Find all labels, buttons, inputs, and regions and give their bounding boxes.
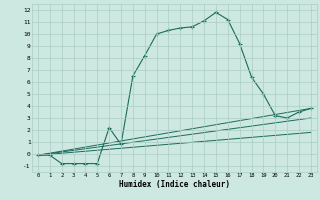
X-axis label: Humidex (Indice chaleur): Humidex (Indice chaleur): [119, 180, 230, 189]
